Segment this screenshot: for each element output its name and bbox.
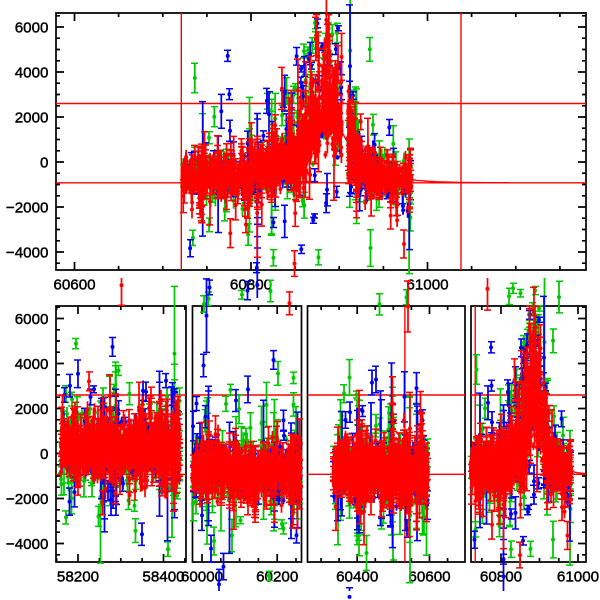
svg-text:58200: 58200 (57, 569, 99, 586)
svg-text:6000: 6000 (15, 19, 49, 36)
svg-text:0: 0 (40, 446, 48, 463)
svg-text:60400: 60400 (336, 569, 378, 586)
svg-text:2000: 2000 (15, 109, 49, 126)
svg-text:60800: 60800 (480, 569, 522, 586)
svg-text:−4000: −4000 (6, 244, 49, 261)
svg-text:60600: 60600 (53, 277, 95, 294)
svg-text:60800: 60800 (230, 277, 272, 294)
svg-text:58400: 58400 (142, 569, 184, 586)
svg-text:6000: 6000 (15, 311, 49, 328)
svg-text:61000: 61000 (557, 569, 599, 586)
svg-text:4000: 4000 (15, 356, 49, 373)
svg-text:61000: 61000 (406, 277, 448, 294)
svg-text:4000: 4000 (15, 64, 49, 81)
svg-text:2000: 2000 (15, 401, 49, 418)
svg-text:60200: 60200 (256, 569, 298, 586)
svg-text:−2000: −2000 (6, 491, 49, 508)
svg-text:60600: 60600 (408, 569, 450, 586)
svg-text:60000: 60000 (181, 569, 223, 586)
svg-text:0: 0 (40, 154, 48, 171)
svg-text:−4000: −4000 (6, 536, 49, 553)
svg-text:−2000: −2000 (6, 199, 49, 216)
